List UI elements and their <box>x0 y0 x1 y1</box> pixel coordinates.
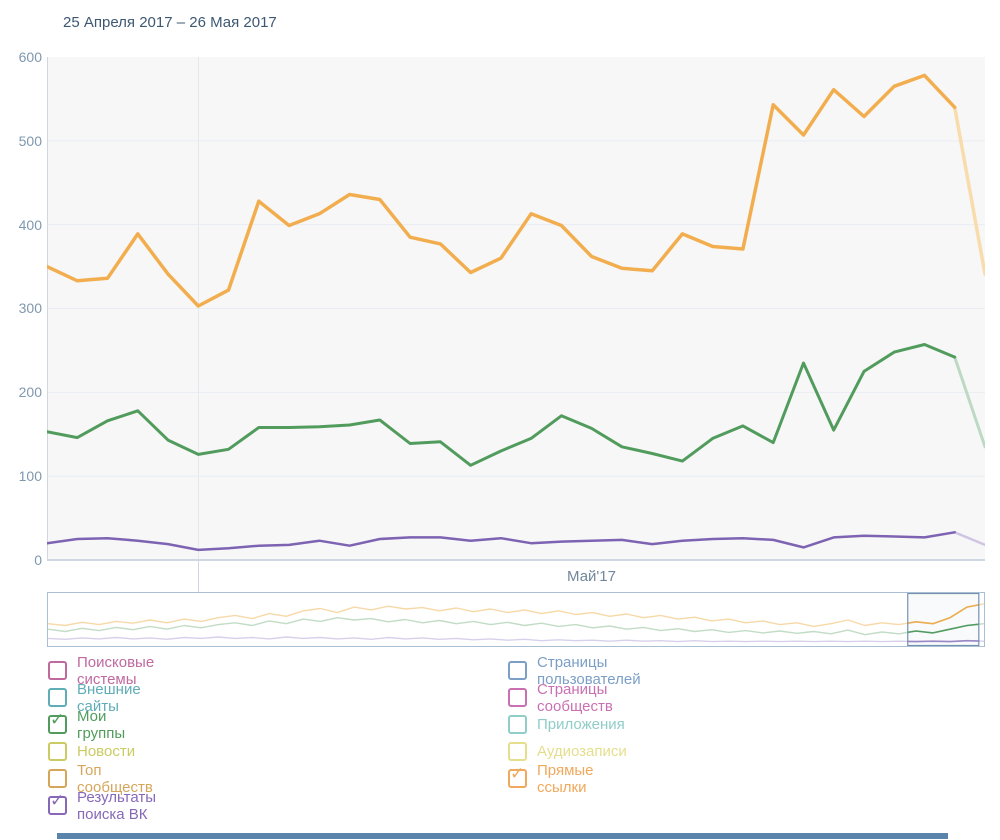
legend-label: Страницы пользователей <box>537 653 641 688</box>
legend-item-Топ сообществ[interactable]: Топ сообществ <box>48 762 156 796</box>
legend-item-Страницы сообществ[interactable]: Страницы сообществ <box>508 681 641 715</box>
checkbox-unchecked-icon[interactable] <box>508 661 527 680</box>
y-tick-label: 500 <box>18 132 42 149</box>
legend-item-Приложения[interactable]: Приложения <box>508 711 641 738</box>
legend-label: Прямые ссылки <box>537 761 594 796</box>
legend-label: Мои группы <box>77 707 126 742</box>
checkbox-unchecked-icon[interactable] <box>48 661 67 680</box>
legend-label: Внешние сайты <box>77 680 141 715</box>
y-tick-label: 0 <box>34 551 42 568</box>
y-tick-label: 100 <box>18 468 42 485</box>
y-tick-label: 300 <box>18 300 42 317</box>
legend-item-Новости[interactable]: Новости <box>48 738 156 765</box>
legend-column-left: Поисковые системы Внешние сайты ✓ Мои групп… <box>48 654 156 823</box>
y-tick-label: 600 <box>18 49 42 65</box>
legend-item-Страницы пользователей[interactable]: Страницы пользователей <box>508 654 641 688</box>
bottom-cutoff-bar <box>57 833 948 839</box>
legend-item-Прямые ссылки[interactable]: ✓ Прямые ссылки <box>508 762 641 796</box>
checkbox-unchecked-icon[interactable] <box>48 769 67 788</box>
y-tick-label: 200 <box>18 384 42 401</box>
checkbox-unchecked-icon[interactable] <box>508 715 527 734</box>
main-plot-area[interactable] <box>47 57 985 560</box>
checkbox-checked-icon[interactable]: ✓ <box>48 711 67 734</box>
legend-label: Страницы сообществ <box>537 680 613 715</box>
checkbox-checked-icon[interactable]: ✓ <box>48 792 67 815</box>
legend-label: Аудиозаписи <box>537 743 627 760</box>
legend-item-Поисковые системы[interactable]: Поисковые системы <box>48 654 156 688</box>
checkbox-checked-icon[interactable]: ✓ <box>508 765 527 788</box>
x-axis-band: Май'17 <box>47 560 985 593</box>
series-faded-Прямые ссылки <box>952 105 985 276</box>
checkbox-unchecked-icon[interactable] <box>48 742 67 761</box>
legend-column-right: Страницы пользователей Страницы сообществ… <box>508 654 641 796</box>
checkbox-unchecked-icon[interactable] <box>508 742 527 761</box>
legend-item-Мои группы[interactable]: ✓ Мои группы <box>48 708 156 742</box>
checkbox-unchecked-icon[interactable] <box>48 688 67 707</box>
date-range-title: 25 Апреля 2017 – 26 Мая 2017 <box>63 14 277 31</box>
legend-item-Внешние сайты[interactable]: Внешние сайты <box>48 681 156 715</box>
y-tick-label: 400 <box>18 216 42 233</box>
series-line-Мои группы <box>47 343 957 467</box>
brush-selection-window[interactable] <box>907 592 980 647</box>
month-label: Май'17 <box>567 568 616 585</box>
legend-label: Новости <box>77 743 136 760</box>
line-chart-canvas <box>47 57 985 560</box>
checkbox-unchecked-icon[interactable] <box>508 688 527 707</box>
series-line-Прямые ссылки <box>47 73 957 308</box>
series-faded-Мои группы <box>953 355 985 449</box>
checkmark-icon: ✓ <box>50 791 65 810</box>
legend-label: Топ сообществ <box>77 761 153 796</box>
checkmark-icon: ✓ <box>50 710 65 729</box>
series-faded-Результаты поиска ВК <box>953 531 985 547</box>
legend-item-Результаты поиска ВК[interactable]: ✓ Результаты поиска ВК <box>48 789 156 823</box>
legend-label: Приложения <box>537 716 625 733</box>
navigator-canvas <box>47 592 985 647</box>
legend-label: Поисковые системы <box>77 653 155 688</box>
series-line-Результаты поиска ВК <box>47 531 956 552</box>
legend-label: Результаты поиска ВК <box>77 788 156 823</box>
checkmark-icon: ✓ <box>510 764 525 783</box>
range-navigator[interactable] <box>47 592 985 647</box>
month-boundary-tick <box>198 561 199 593</box>
legend-item-Аудиозаписи[interactable]: Аудиозаписи <box>508 738 641 765</box>
